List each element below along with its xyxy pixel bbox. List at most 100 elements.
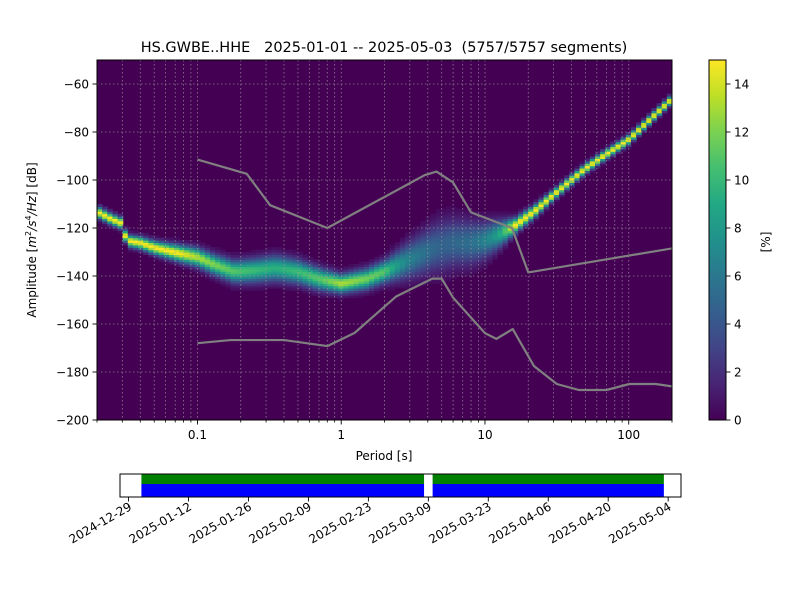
heatmap-cell bbox=[456, 249, 463, 253]
y-ticks: −60−80−100−120−140−160−180−200 bbox=[56, 78, 97, 428]
heatmap-cell bbox=[363, 271, 370, 275]
heatmap-cell bbox=[389, 288, 396, 291]
heatmap-cell bbox=[420, 261, 427, 265]
heatmap-cell bbox=[451, 208, 457, 212]
heatmap-cell bbox=[517, 218, 524, 222]
heatmap-cell bbox=[620, 146, 627, 150]
heatmap-cell bbox=[286, 288, 293, 291]
heatmap-cell bbox=[405, 266, 411, 270]
heatmap-cell bbox=[215, 280, 221, 284]
heatmap-cell bbox=[158, 259, 165, 263]
heatmap-cell bbox=[476, 228, 483, 231]
heatmap-cell bbox=[415, 264, 422, 267]
heatmap-cell bbox=[461, 273, 468, 277]
heatmap-cell bbox=[132, 232, 139, 236]
heatmap-cell bbox=[394, 259, 401, 263]
heatmap-cell bbox=[456, 211, 463, 215]
heatmap-cell bbox=[517, 213, 524, 217]
heatmap-cell bbox=[594, 165, 601, 169]
heatmap-cell bbox=[456, 242, 463, 246]
heatmap-cell bbox=[353, 292, 360, 296]
heatmap-cell bbox=[117, 230, 124, 234]
heatmap-cell bbox=[533, 204, 540, 207]
heatmap-cell bbox=[579, 177, 586, 181]
heatmap-cell bbox=[240, 254, 247, 258]
heatmap-cell bbox=[281, 271, 288, 275]
heatmap-cell bbox=[276, 252, 283, 255]
heatmap-cell bbox=[338, 273, 345, 277]
heatmap-cell bbox=[410, 268, 416, 272]
heatmap-cell bbox=[220, 266, 226, 270]
heatmap-cell bbox=[148, 242, 155, 246]
heatmap-cell bbox=[251, 254, 257, 258]
heatmap-cell bbox=[559, 177, 565, 181]
heatmap-cell bbox=[451, 254, 457, 258]
heatmap-cell bbox=[220, 273, 226, 277]
heatmap-cell bbox=[497, 247, 504, 251]
heatmap-cell bbox=[127, 230, 134, 234]
heatmap-cell bbox=[569, 175, 576, 179]
heatmap-cell bbox=[594, 153, 601, 157]
heatmap-cell bbox=[456, 268, 463, 272]
heatmap-cell bbox=[446, 208, 452, 212]
heatmap-cell bbox=[199, 252, 206, 255]
heatmap-cell bbox=[507, 223, 514, 227]
heatmap-cell bbox=[112, 213, 119, 217]
heatmap-cell bbox=[666, 100, 672, 104]
heatmap-cell bbox=[405, 278, 411, 282]
heatmap-cell bbox=[394, 254, 401, 258]
heatmap-cell bbox=[492, 249, 499, 253]
heatmap-cell bbox=[625, 134, 632, 138]
heatmap-cell bbox=[322, 285, 329, 289]
heatmap-cell bbox=[168, 259, 175, 263]
heatmap-cell bbox=[353, 280, 360, 284]
heatmap-cell bbox=[466, 242, 473, 246]
heatmap-cell bbox=[256, 259, 262, 263]
heatmap-cell bbox=[420, 225, 427, 229]
heatmap-cell bbox=[384, 278, 391, 282]
heatmap-cell bbox=[358, 273, 365, 277]
heatmap-cell bbox=[363, 283, 370, 287]
heatmap-cell bbox=[184, 244, 191, 248]
heatmap-cell bbox=[435, 256, 442, 260]
heatmap-cell bbox=[589, 153, 596, 157]
heatmap-cell bbox=[405, 240, 411, 243]
heatmap-cell bbox=[594, 156, 601, 159]
heatmap-cell bbox=[245, 264, 252, 267]
heatmap-cell bbox=[394, 264, 401, 267]
heatmap-cell bbox=[230, 276, 237, 279]
heatmap-cell bbox=[363, 264, 370, 267]
heatmap-cell bbox=[235, 259, 242, 263]
heatmap-cell bbox=[307, 290, 314, 294]
heatmap-cell bbox=[240, 264, 247, 267]
heatmap-cell bbox=[271, 273, 278, 277]
heatmap-cell bbox=[415, 271, 422, 275]
heatmap-cell bbox=[446, 268, 452, 272]
y-tick-label: −80 bbox=[64, 126, 89, 140]
heatmap-cell bbox=[153, 235, 160, 239]
heatmap-cell bbox=[461, 230, 468, 234]
heatmap-cell bbox=[425, 259, 432, 263]
heatmap-cell bbox=[440, 208, 447, 212]
heatmap-cell bbox=[569, 180, 576, 183]
heatmap-cell bbox=[446, 247, 452, 251]
heatmap-cell bbox=[661, 100, 668, 104]
heatmap-cell bbox=[415, 268, 422, 272]
heatmap-cell bbox=[307, 268, 314, 272]
heatmap-cell bbox=[466, 213, 473, 217]
heatmap-cell bbox=[497, 225, 504, 229]
heatmap-cell bbox=[641, 124, 647, 128]
heatmap-cell bbox=[384, 261, 391, 265]
heatmap-cell bbox=[574, 175, 581, 179]
heatmap-cell bbox=[415, 273, 422, 277]
heatmap-cell bbox=[189, 249, 196, 253]
heatmap-cell bbox=[230, 285, 237, 289]
heatmap-cell bbox=[451, 232, 457, 236]
heatmap-cell bbox=[276, 259, 283, 263]
heatmap-cell bbox=[569, 172, 576, 176]
heatmap-cell bbox=[425, 235, 432, 239]
heatmap-cell bbox=[651, 115, 658, 119]
heatmap-cell bbox=[446, 261, 452, 265]
heatmap-cell bbox=[107, 211, 113, 215]
heatmap-cell bbox=[112, 220, 119, 224]
